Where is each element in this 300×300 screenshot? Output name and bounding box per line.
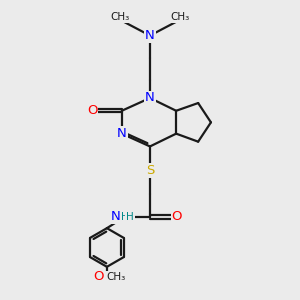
Text: CH₃: CH₃ [111, 12, 130, 22]
Text: N: N [145, 29, 155, 42]
Text: N: N [145, 92, 155, 104]
Text: N: N [110, 210, 120, 224]
Text: O: O [87, 104, 97, 117]
Text: O: O [172, 210, 182, 224]
Text: O: O [93, 270, 104, 284]
Text: CH₃: CH₃ [170, 12, 189, 22]
Text: CH₃: CH₃ [106, 272, 125, 282]
Text: H: H [126, 212, 134, 222]
Text: S: S [146, 164, 154, 177]
Text: N: N [117, 127, 127, 140]
Text: H: H [121, 212, 129, 222]
